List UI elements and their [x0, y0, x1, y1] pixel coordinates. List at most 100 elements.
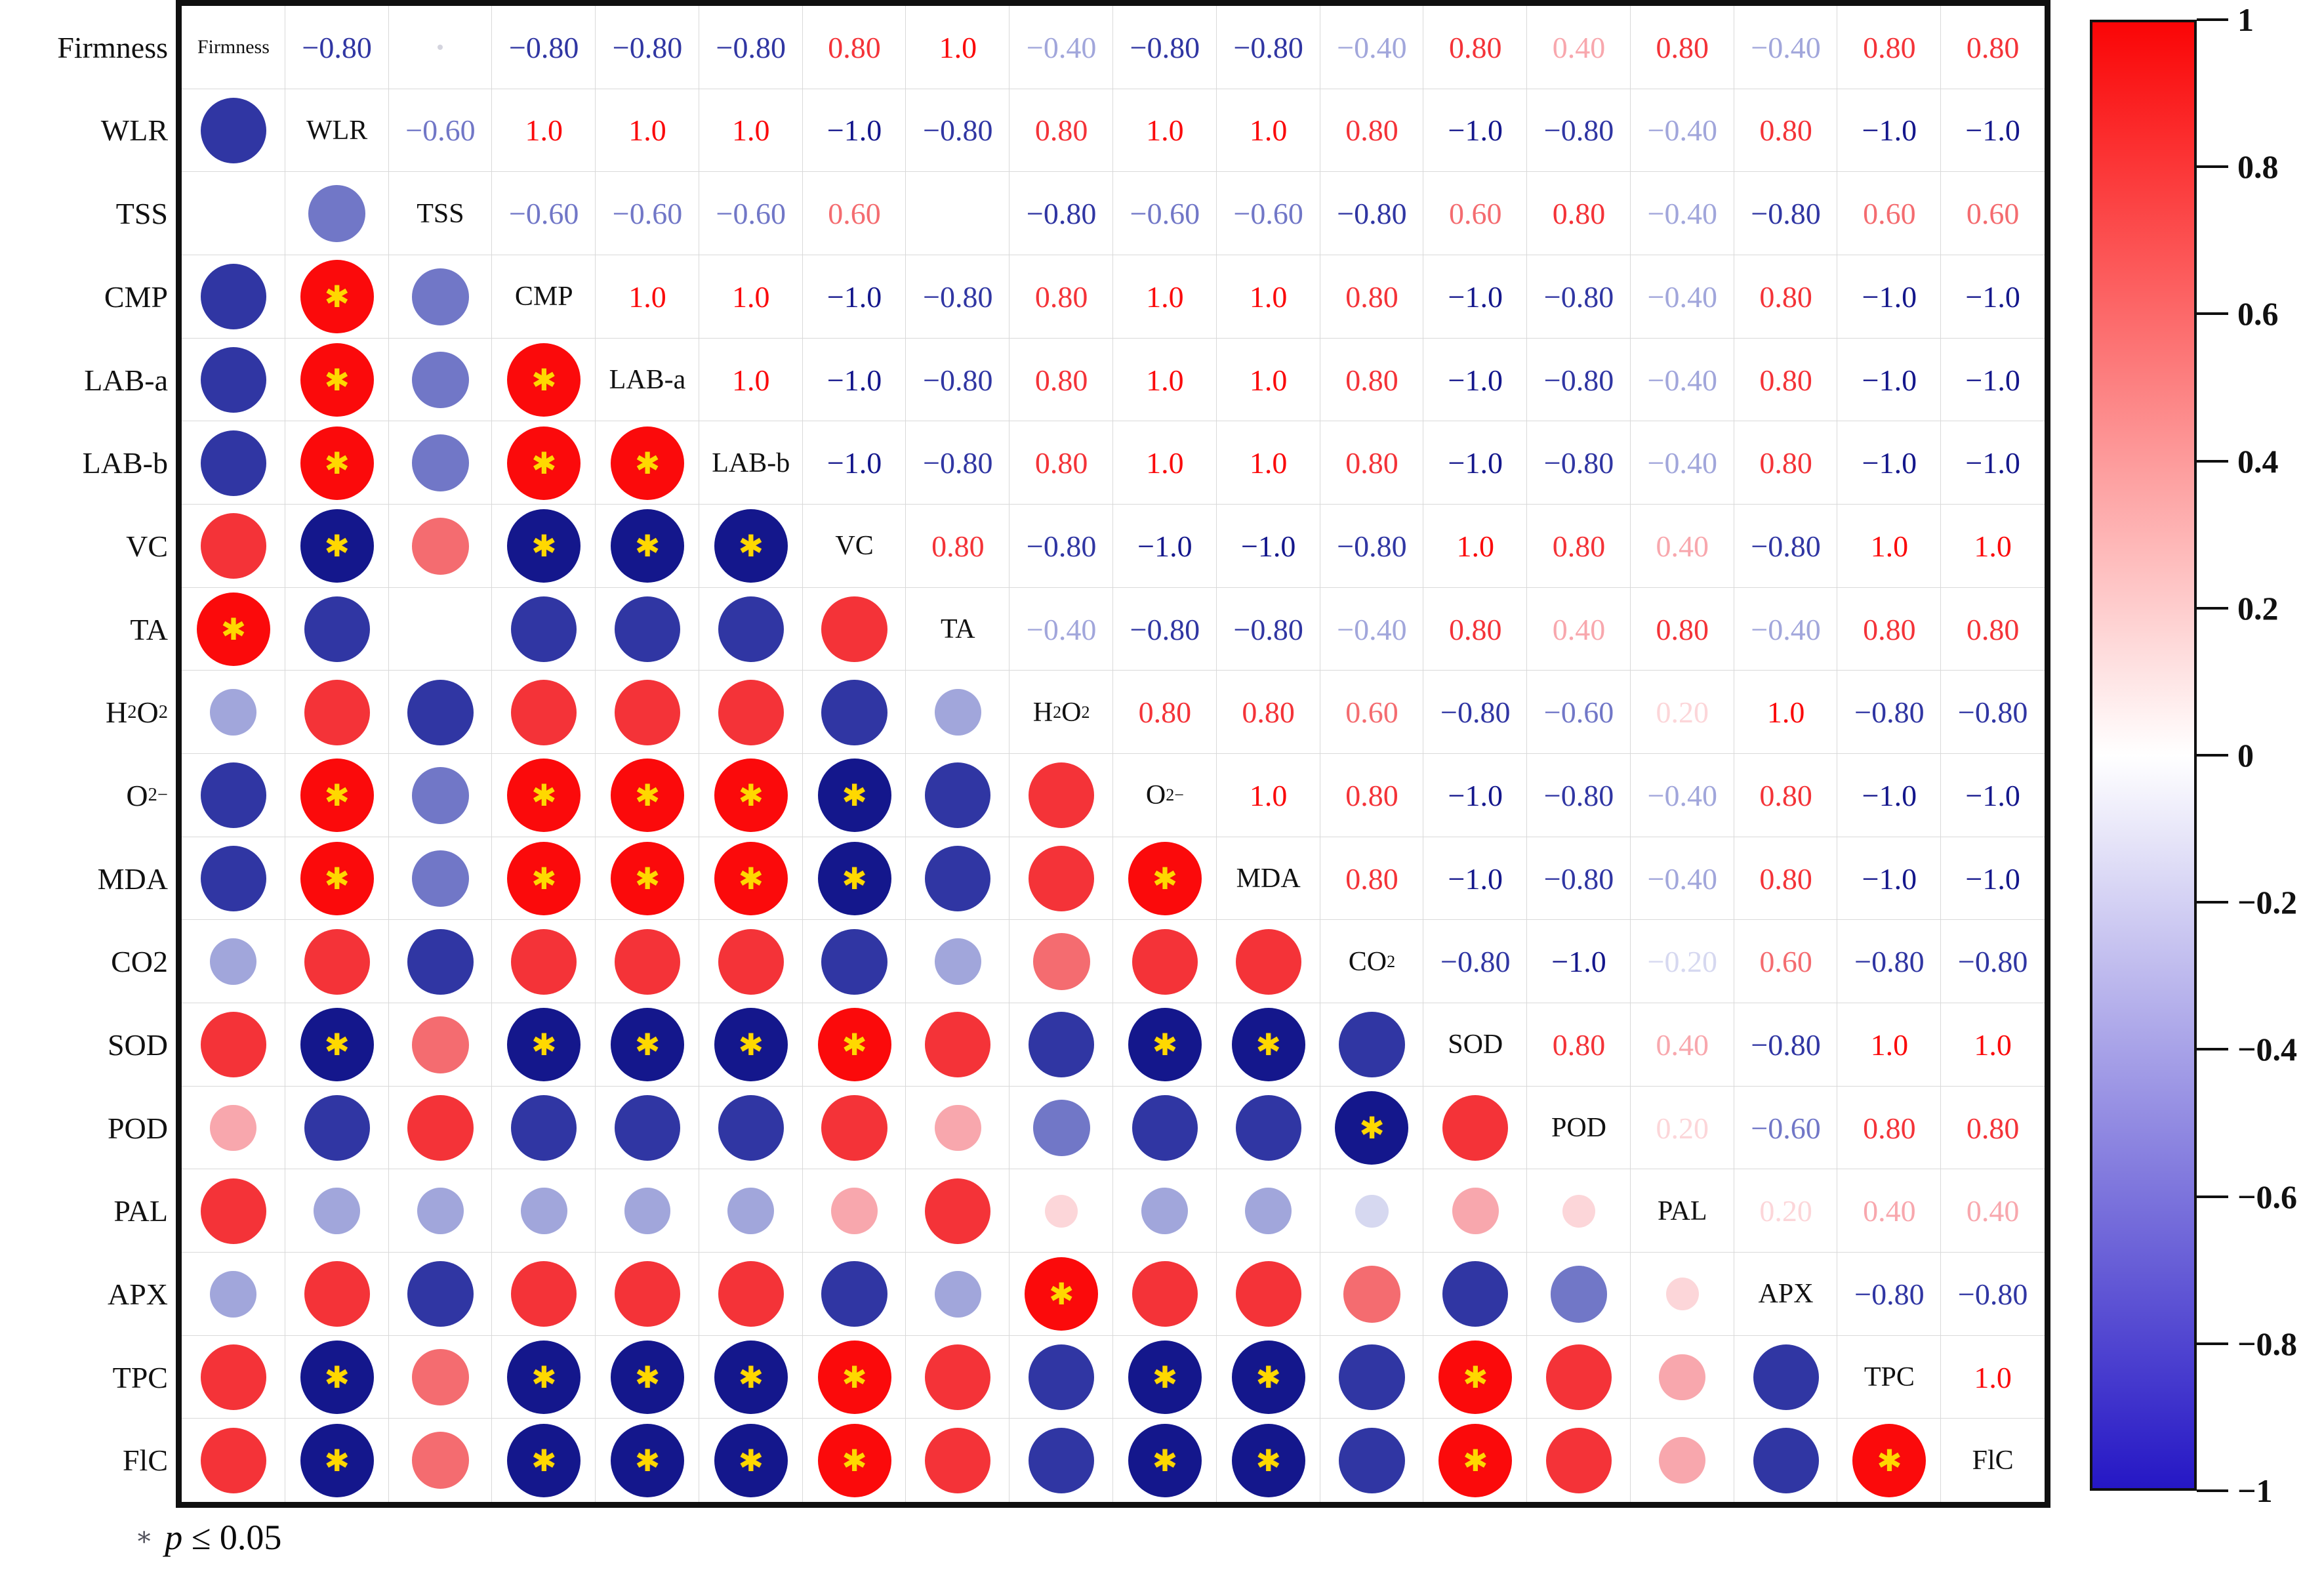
- matrix-cell: [699, 6, 803, 89]
- matrix-cell: [699, 505, 803, 588]
- correlation-circle: ✱: [1438, 1423, 1513, 1497]
- matrix-cell: [802, 920, 907, 1004]
- matrix-cell: [492, 1335, 596, 1419]
- matrix-cell: [1527, 421, 1631, 505]
- diagonal-label: TA: [941, 614, 975, 645]
- correlation-circle: [1343, 1266, 1400, 1323]
- matrix-cell: [1009, 1335, 1113, 1419]
- correlation-value: 0.80: [1345, 778, 1398, 812]
- significance-asterisk-icon: ✱: [634, 1027, 661, 1063]
- correlation-value: 0.80: [1759, 862, 1812, 896]
- correlation-value: 0.80: [1448, 30, 1502, 64]
- matrix-cell: [1320, 587, 1424, 671]
- correlation-circle: [1753, 1427, 1819, 1493]
- diagonal-label: POD: [1551, 1113, 1607, 1144]
- matrix-cell: [182, 255, 285, 339]
- matrix-cell: [1320, 1335, 1424, 1419]
- significance-asterisk-icon: ✱: [324, 1442, 350, 1478]
- correlation-value: −0.80: [716, 30, 786, 64]
- colorbar-tick: [2197, 1489, 2228, 1492]
- correlation-circle: [304, 1261, 370, 1327]
- correlation-circle: ✱: [507, 509, 581, 583]
- correlation-value: 1.0: [628, 280, 666, 314]
- correlation-circle: ✱: [300, 343, 374, 417]
- matrix-cell: [596, 6, 699, 89]
- correlation-circle: [200, 346, 266, 413]
- matrix-cell: [182, 6, 285, 89]
- correlation-circle: ✱: [1335, 1091, 1409, 1165]
- matrix-cell: [1630, 505, 1734, 588]
- correlation-value: −0.80: [1751, 197, 1821, 231]
- correlation-value: −0.40: [1751, 30, 1821, 64]
- correlation-circle: [1355, 1194, 1389, 1228]
- significance-asterisk-icon: ✱: [842, 1360, 867, 1396]
- colorbar-tick: [2197, 1048, 2228, 1051]
- significance-asterisk-icon: ✱: [1462, 1442, 1488, 1478]
- correlation-value: 0.80: [1552, 529, 1606, 563]
- matrix-cell: [1837, 587, 1942, 671]
- matrix-cell: [1009, 1169, 1113, 1253]
- matrix-cell: [1423, 1253, 1528, 1336]
- matrix-frame: Firmness −0.80 −0.80 −0.80 −0.80 0.80 1.0 −0.40…: [176, 0, 2050, 1508]
- correlation-circle: [821, 679, 887, 745]
- correlation-value: 1.0: [732, 363, 770, 397]
- matrix-cell: [1941, 255, 2045, 339]
- matrix-cell: [1216, 1086, 1320, 1170]
- matrix-cell: [1527, 1003, 1631, 1087]
- correlation-value: 0.80: [1656, 612, 1709, 646]
- correlation-circle: [718, 928, 784, 995]
- matrix-cell: [1009, 920, 1113, 1004]
- correlation-circle: ✱: [1025, 1257, 1099, 1331]
- correlation-value: −1.0: [1862, 280, 1917, 314]
- correlation-value: −0.80: [1543, 862, 1614, 896]
- matrix-cell: [1113, 255, 1217, 339]
- matrix-cell: [1527, 89, 1631, 173]
- matrix-cell: [1837, 1335, 1942, 1419]
- matrix-cell: [1941, 6, 2045, 89]
- diagonal-label: VC: [835, 531, 874, 562]
- row-label: PAL: [113, 1194, 168, 1228]
- correlation-circle: [304, 679, 370, 745]
- correlation-value: −1.0: [1862, 778, 1917, 812]
- correlation-value: 0.80: [1863, 30, 1916, 64]
- matrix-cell: [1734, 837, 1838, 921]
- correlation-value: 0.80: [828, 30, 881, 64]
- significance-asterisk-icon: ✱: [634, 1360, 661, 1396]
- correlation-value: 0.80: [1345, 862, 1398, 896]
- colorbar-tick-label: −1: [2237, 1472, 2273, 1509]
- correlation-circle: [304, 928, 370, 995]
- correlation-value: 0.80: [1759, 280, 1812, 314]
- correlation-circle: [520, 1188, 567, 1235]
- correlation-circle: [1545, 1427, 1612, 1493]
- matrix-cell: [906, 255, 1010, 339]
- row-label: CMP: [104, 280, 168, 314]
- correlation-value: 1.0: [939, 30, 977, 64]
- correlation-value: −0.80: [1130, 30, 1200, 64]
- correlation-value: 1.0: [1249, 446, 1288, 480]
- correlation-circle: ✱: [714, 1423, 788, 1497]
- correlation-circle: [210, 1104, 257, 1152]
- correlation-circle: [1235, 1094, 1301, 1161]
- matrix-cell: [285, 338, 389, 422]
- colorbar-tick-label: 0.6: [2237, 295, 2279, 333]
- significance-asterisk-icon: ✱: [531, 528, 557, 564]
- matrix-cell: [182, 421, 285, 505]
- correlation-value: 0.80: [1863, 1111, 1916, 1145]
- matrix-cell: [388, 920, 493, 1004]
- colorbar-tick: [2197, 1342, 2228, 1345]
- correlation-value: 0.40: [1656, 1028, 1709, 1062]
- correlation-circle: [1665, 1278, 1699, 1311]
- correlation-value: −0.80: [923, 446, 993, 480]
- correlation-circle: ✱: [611, 1341, 684, 1415]
- matrix-cell: [699, 920, 803, 1004]
- correlation-value: 0.80: [1345, 446, 1398, 480]
- matrix-cell: [906, 505, 1010, 588]
- significance-asterisk-icon: ✱: [738, 528, 764, 564]
- matrix-cell: [1941, 1169, 2045, 1253]
- matrix-cell: [1941, 505, 2045, 588]
- matrix-cell: [492, 1169, 596, 1253]
- correlation-circle: [412, 1348, 469, 1406]
- diagonal-label: MDA: [1236, 863, 1301, 894]
- significance-asterisk-icon: ✱: [842, 778, 867, 814]
- matrix-cell: [1320, 1003, 1424, 1087]
